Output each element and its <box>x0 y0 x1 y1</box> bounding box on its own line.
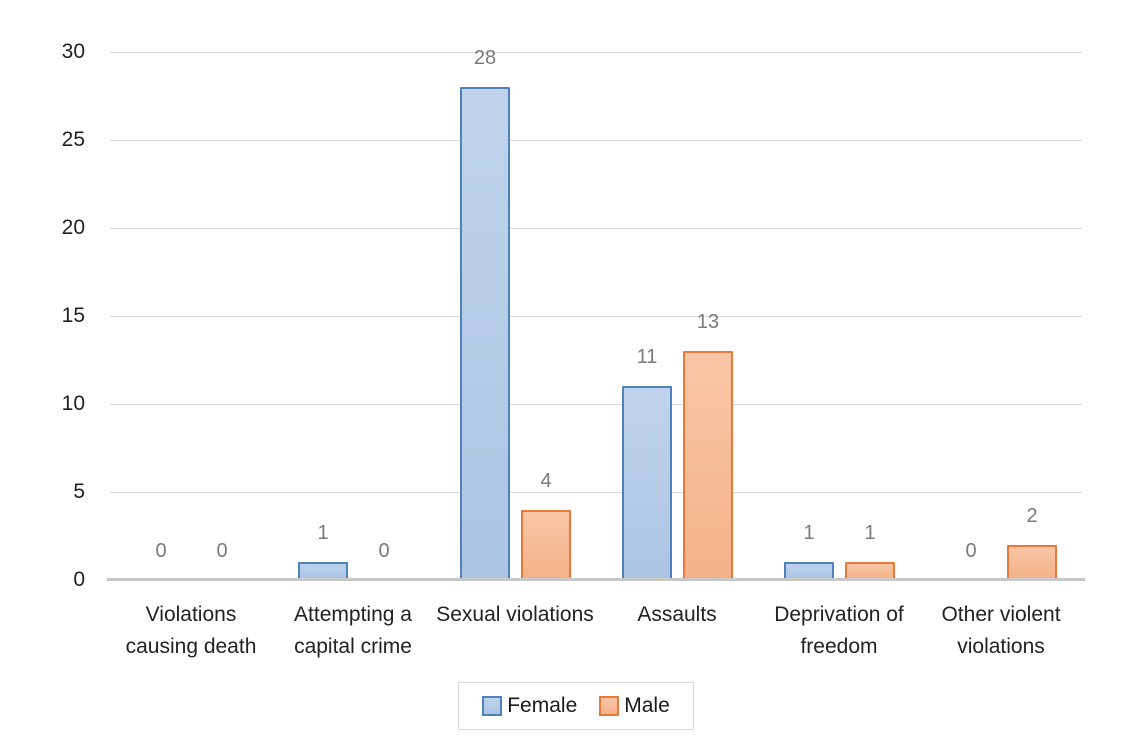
y-tick-label: 20 <box>61 216 85 239</box>
x-category-label: Attempting a capital crime <box>294 603 412 658</box>
x-category-label: Deprivation of freedom <box>774 603 904 658</box>
data-label: 11 <box>636 346 658 368</box>
data-label: 1 <box>803 522 815 544</box>
gridline <box>110 316 1082 317</box>
gridline <box>110 228 1082 229</box>
legend-label: Female <box>507 694 578 717</box>
x-axis-labels: Violations causing death Attempting a cap… <box>110 599 1082 669</box>
legend: Female Male <box>458 682 694 730</box>
data-label: 0 <box>378 540 390 562</box>
data-label: 0 <box>216 540 228 562</box>
y-tick-label: 30 <box>61 40 85 63</box>
gridline <box>110 52 1082 53</box>
x-category-label: Sexual violations <box>436 603 594 626</box>
y-tick-label: 0 <box>73 568 85 591</box>
gridline <box>110 404 1082 405</box>
x-category-label: Assaults <box>637 603 717 626</box>
data-label: 1 <box>317 522 329 544</box>
legend-label: Male <box>624 694 670 717</box>
bar-female <box>460 87 510 580</box>
y-tick-label: 25 <box>61 128 85 151</box>
data-label: 13 <box>696 311 720 333</box>
bar-female <box>622 386 672 580</box>
plot-area: 0 0 1 0 28 4 11 13 1 1 0 2 <box>107 47 1085 581</box>
data-label: 0 <box>155 540 167 562</box>
gridline <box>110 492 1082 493</box>
data-label: 0 <box>965 540 977 562</box>
gridline <box>110 140 1082 141</box>
data-label: 2 <box>1026 505 1038 527</box>
x-axis-line <box>107 578 1085 581</box>
y-tick-label: 5 <box>73 480 85 503</box>
y-tick-label: 15 <box>61 304 85 327</box>
bar-male <box>1007 545 1057 580</box>
legend-swatch-icon <box>482 696 503 716</box>
legend-item-female: Female <box>482 694 577 718</box>
bar-male <box>683 351 733 580</box>
data-label: 1 <box>864 522 876 544</box>
x-category-label: Other violent violations <box>941 603 1061 658</box>
data-label: 28 <box>473 47 497 69</box>
data-label: 4 <box>540 470 552 492</box>
x-category-label: Violations causing death <box>125 603 257 658</box>
bar-male <box>521 510 571 580</box>
legend-item-male: Male <box>599 694 670 718</box>
y-tick-label: 10 <box>61 392 85 415</box>
legend-swatch-icon <box>599 696 620 716</box>
